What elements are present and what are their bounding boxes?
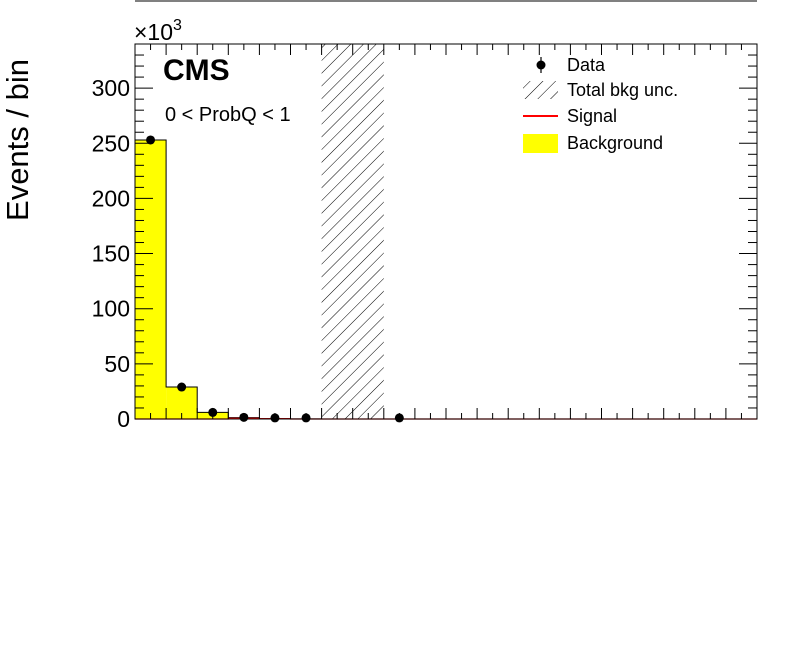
data-point bbox=[208, 407, 218, 417]
legend-entry-background: Background bbox=[523, 133, 663, 153]
y-tick-label: 100 bbox=[92, 296, 130, 322]
y-tick-label: 250 bbox=[92, 130, 130, 156]
y-tick-label: 300 bbox=[92, 75, 130, 101]
legend-entry-unc: Total bkg unc. bbox=[523, 80, 678, 100]
legend-unc-swatch bbox=[523, 81, 558, 99]
y-tick-label: 0 bbox=[117, 406, 130, 432]
plot-area bbox=[134, 44, 757, 423]
data-point bbox=[146, 135, 156, 145]
legend-label-unc: Total bkg unc. bbox=[567, 80, 678, 100]
legend-label-signal: Signal bbox=[567, 106, 617, 126]
legend-entry-data: Data bbox=[536, 55, 606, 75]
legend: Data Total bkg unc. Signal Background bbox=[523, 55, 678, 153]
background-uncertainty-band bbox=[321, 44, 384, 419]
legend-label-data: Data bbox=[567, 55, 606, 75]
data-point bbox=[177, 382, 187, 392]
y-axis-label: Events / bin bbox=[0, 59, 35, 221]
y-multiplier-label: ×103 bbox=[134, 17, 182, 45]
y-tick-label: 50 bbox=[104, 351, 130, 377]
plot-frame bbox=[134, 43, 758, 420]
experiment-label: CMS bbox=[163, 54, 230, 87]
selection-annotation: 0 < ProbQ < 1 bbox=[165, 104, 291, 126]
legend-data-marker bbox=[536, 60, 546, 70]
legend-background-swatch bbox=[523, 134, 558, 153]
y-tick-label: 200 bbox=[92, 185, 130, 211]
y-tick-label: 150 bbox=[92, 241, 130, 267]
legend-entry-signal: Signal bbox=[523, 106, 617, 126]
background-bar bbox=[135, 139, 167, 420]
legend-label-background: Background bbox=[567, 133, 663, 153]
y-tick-labels: 0 50 100 150 200 250 300 bbox=[92, 75, 130, 432]
axis-ticks bbox=[134, 43, 758, 420]
background-outline bbox=[134, 139, 757, 420]
